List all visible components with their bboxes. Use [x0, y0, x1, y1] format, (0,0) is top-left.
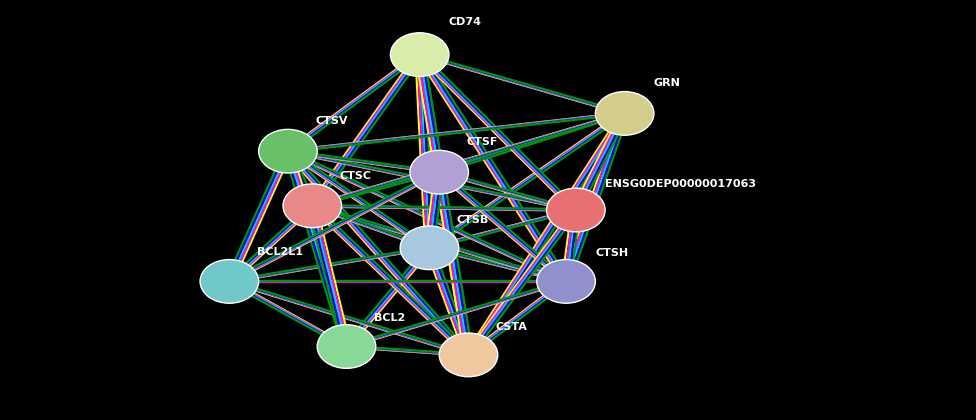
- Text: CTSV: CTSV: [315, 116, 347, 126]
- Ellipse shape: [317, 325, 376, 368]
- Text: CSTA: CSTA: [496, 322, 528, 332]
- Ellipse shape: [547, 188, 605, 232]
- Text: BCL2L1: BCL2L1: [257, 247, 303, 257]
- Ellipse shape: [439, 333, 498, 377]
- Text: CTSH: CTSH: [595, 248, 629, 258]
- Text: ENSG0DEP00000017063: ENSG0DEP00000017063: [605, 179, 756, 189]
- Ellipse shape: [400, 226, 459, 270]
- Text: BCL2: BCL2: [374, 313, 405, 323]
- Ellipse shape: [595, 92, 654, 135]
- Text: CD74: CD74: [449, 17, 482, 27]
- Text: CTSC: CTSC: [340, 171, 372, 181]
- Ellipse shape: [390, 33, 449, 76]
- Text: CTSF: CTSF: [467, 137, 498, 147]
- Text: GRN: GRN: [654, 78, 681, 88]
- Ellipse shape: [200, 260, 259, 303]
- Ellipse shape: [259, 129, 317, 173]
- Text: CTSB: CTSB: [457, 215, 489, 225]
- Ellipse shape: [283, 184, 342, 228]
- Ellipse shape: [537, 260, 595, 303]
- Ellipse shape: [410, 150, 468, 194]
